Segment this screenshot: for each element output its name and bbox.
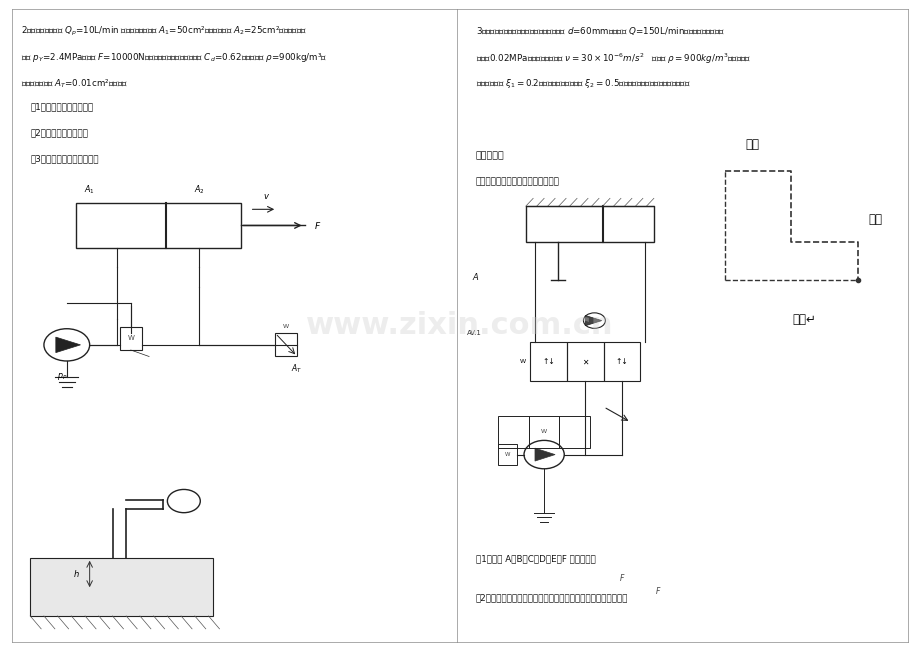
Text: F: F [619, 574, 623, 583]
Text: ↑↓: ↑↓ [615, 357, 628, 366]
Text: W: W [540, 430, 547, 434]
Text: 工进: 工进 [868, 214, 882, 227]
Bar [119, 327, 142, 350]
Text: 快进: 快进 [744, 138, 759, 151]
Text: 分析下述液压系统原理图，回答问题: 分析下述液压系统原理图，回答问题 [475, 177, 559, 186]
Text: $A_1$: $A_1$ [84, 184, 95, 197]
Bar [526, 206, 653, 242]
Text: www.zixin.com.cn: www.zixin.com.cn [306, 311, 613, 340]
Bar [530, 342, 566, 381]
Text: 2．液压泵输出流量 $Q_p$=10L/min 液压缸无杆腔面积 $A_1$=50cm²，有杆腔面积 $A_2$=25cm²，溢流阀调定: 2．液压泵输出流量 $Q_p$=10L/min 液压缸无杆腔面积 $A_1$=5… [21, 25, 307, 38]
Text: 压力 $p_Y$=2.4MPa，负载 $F$=10000N。节流阀按薄壁孔，流量系数 $C_d$=0.62，油液密度 $\rho$=900kg/m³，: 压力 $p_Y$=2.4MPa，负载 $F$=10000N。节流阀按薄壁孔，流量… [21, 51, 327, 64]
Text: 空度为0.02MPa，油液的运动粘度 $\nu = 30\times10^{-6}m/s^2$   ，密度 $\rho = 900kg/m^3$，弯头处的: 空度为0.02MPa，油液的运动粘度 $\nu = 30\times10^{-6… [475, 51, 750, 66]
Text: W: W [519, 359, 526, 364]
Text: 六、综合题: 六、综合题 [475, 151, 504, 160]
Text: $v$: $v$ [263, 192, 270, 201]
Text: W: W [283, 324, 289, 329]
Text: 节流阀开口面积 $A_T$=0.01cm²，试求：: 节流阀开口面积 $A_T$=0.01cm²，试求： [21, 77, 128, 89]
Text: ↑↓: ↑↓ [541, 357, 554, 366]
Polygon shape [56, 337, 81, 353]
Bar [498, 444, 516, 465]
Bar [498, 416, 528, 448]
Polygon shape [535, 448, 554, 461]
Text: F: F [655, 587, 660, 596]
Text: W: W [127, 335, 134, 341]
Text: 3．如图所示，液压泵从油箱吸油，吸管直径 $d$=60mm，流量是 $Q$=150L/min，液压泵入口处的真: 3．如图所示，液压泵从油箱吸油，吸管直径 $d$=60mm，流量是 $Q$=15… [475, 25, 724, 37]
Text: A: A [472, 273, 478, 283]
Text: （1）写出 A、B、C、D、E、F 元件的名称: （1）写出 A、B、C、D、E、F 元件的名称 [475, 555, 595, 564]
Bar [30, 558, 213, 616]
Text: （1）液压泵的工作压力；: （1）液压泵的工作压力； [30, 103, 94, 112]
Text: ✕: ✕ [582, 357, 588, 366]
Bar [275, 333, 297, 357]
Text: $h$: $h$ [73, 568, 79, 579]
Text: W: W [505, 452, 510, 457]
Text: （2）按快进一工进一快退一原位的动作循环，给出电磁铁动作表: （2）按快进一工进一快退一原位的动作循环，给出电磁铁动作表 [475, 593, 628, 602]
Polygon shape [584, 316, 601, 326]
Bar [528, 416, 559, 448]
Text: 快退↵: 快退↵ [792, 312, 816, 326]
Bar [566, 342, 603, 381]
Bar [603, 342, 640, 381]
Text: $p_P$: $p_P$ [57, 370, 67, 381]
Text: AV.1: AV.1 [467, 330, 482, 336]
Text: （3）溢流损失和回路效率。: （3）溢流损失和回路效率。 [30, 154, 98, 163]
Text: $F$: $F$ [313, 220, 321, 231]
Text: 局部阻力系数 $\xi_1 = 0.2$，滤网处局部阻力系数 $\xi_2 = 0.5$，不计沿程损失，求泵的吸油高度。: 局部阻力系数 $\xi_1 = 0.2$，滤网处局部阻力系数 $\xi_2 = … [475, 77, 689, 90]
Text: $A_T$: $A_T$ [290, 363, 301, 376]
Bar [559, 416, 589, 448]
Text: $A_2$: $A_2$ [194, 184, 205, 197]
Text: （2）活塞的运动速度；: （2）活塞的运动速度； [30, 129, 88, 137]
